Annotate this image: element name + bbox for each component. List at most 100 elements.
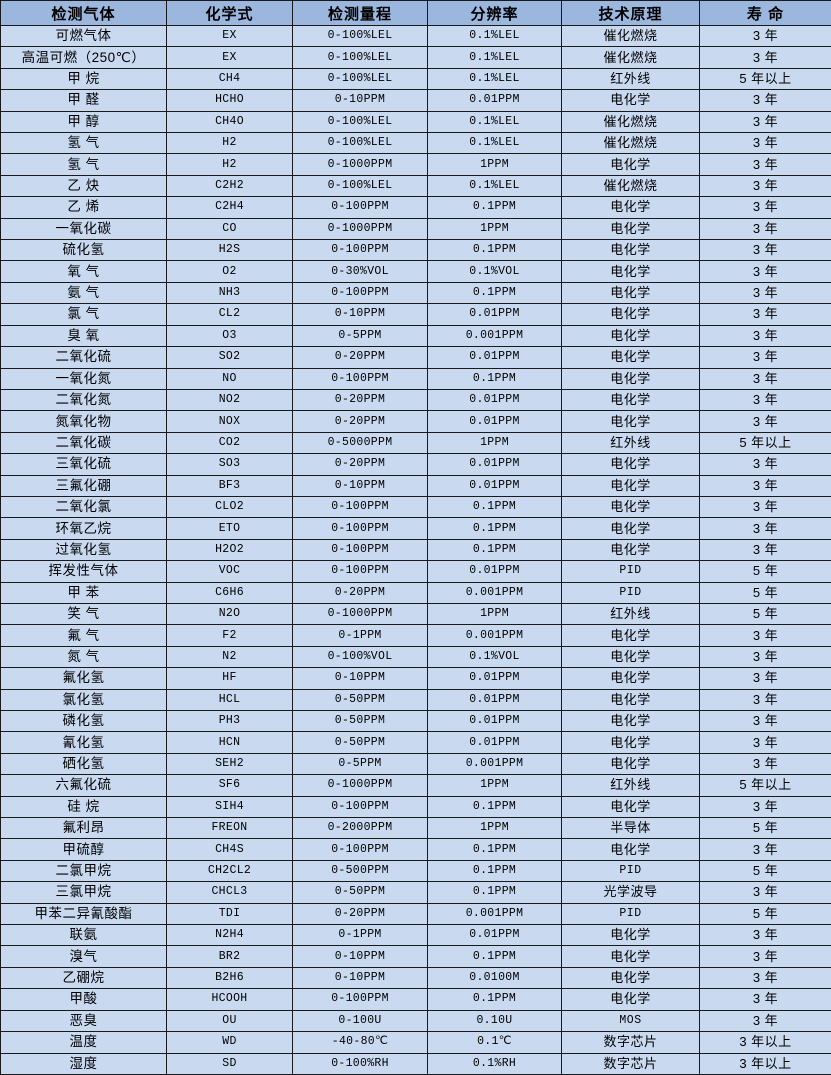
cell-resolution: 0.01PPM bbox=[427, 410, 562, 433]
cell-range: 0-100%LEL bbox=[292, 67, 428, 91]
cell-range: 0-1000PPM bbox=[292, 774, 428, 797]
cell-range: 0-100%VOL bbox=[292, 645, 428, 669]
cell-range: 0-1000PPM bbox=[292, 153, 428, 176]
cell-gas: 温度 bbox=[0, 1031, 167, 1054]
cell-tech: 电化学 bbox=[561, 281, 700, 305]
table-row: 一氧化碳 CO 0-1000PPM 1PPM 电化学 3 年 bbox=[0, 217, 831, 241]
table-row: 一氧化氮 NO 0-100PPM 0.1PPM 电化学 3 年 bbox=[0, 367, 831, 390]
cell-formula: H2 bbox=[166, 132, 293, 155]
cell-gas: 乙 炔 bbox=[0, 174, 167, 198]
cell-tech: PID bbox=[561, 560, 700, 583]
cell-life: 3 年 bbox=[699, 239, 831, 262]
table-row: 挥发性气体 VOC 0-100PPM 0.01PPM PID 5 年 bbox=[0, 560, 831, 583]
cell-range: 0-50PPM bbox=[292, 709, 428, 733]
cell-life: 3 年 bbox=[699, 89, 831, 112]
cell-gas: 甲酸 bbox=[0, 988, 167, 1011]
cell-range: 0-100%LEL bbox=[292, 132, 428, 155]
table-row: 磷化氢 PH3 0-50PPM 0.01PPM 电化学 3 年 bbox=[0, 709, 831, 733]
cell-formula: HCOOH bbox=[166, 988, 293, 1011]
column-header-resolution: 分辨率 bbox=[427, 0, 562, 26]
cell-formula: FREON bbox=[166, 817, 293, 840]
cell-gas: 三氟化硼 bbox=[0, 474, 167, 497]
cell-range: 0-100PPM bbox=[292, 988, 428, 1011]
cell-formula: NH3 bbox=[166, 281, 293, 305]
cell-life: 3 年 bbox=[699, 924, 831, 947]
cell-gas: 乙硼烷 bbox=[0, 966, 167, 990]
cell-life: 5 年 bbox=[699, 902, 831, 926]
cell-resolution: 0.01PPM bbox=[427, 688, 562, 712]
cell-tech: 电化学 bbox=[561, 795, 700, 819]
cell-resolution: 0.0100M bbox=[427, 966, 562, 990]
cell-formula: NO2 bbox=[166, 388, 293, 412]
cell-tech: 红外线 bbox=[561, 67, 700, 91]
cell-tech: 电化学 bbox=[561, 495, 700, 519]
cell-gas: 过氧化氢 bbox=[0, 538, 167, 562]
table-row: 乙 烯 C2H4 0-100PPM 0.1PPM 电化学 3 年 bbox=[0, 196, 831, 219]
cell-resolution: 0.1%LEL bbox=[427, 132, 562, 155]
cell-range: -40-80℃ bbox=[292, 1031, 428, 1054]
cell-formula: HCL bbox=[166, 688, 293, 712]
cell-formula: CH4 bbox=[166, 67, 293, 91]
cell-life: 3 年 bbox=[699, 153, 831, 176]
table-row: 温度 WD -40-80℃ 0.1℃ 数字芯片 3 年以上 bbox=[0, 1031, 831, 1054]
cell-gas: 甲 醇 bbox=[0, 110, 167, 134]
cell-tech: 电化学 bbox=[561, 217, 700, 241]
cell-life: 3 年 bbox=[699, 495, 831, 519]
cell-resolution: 0.01PPM bbox=[427, 474, 562, 497]
cell-life: 3 年 bbox=[699, 838, 831, 861]
cell-resolution: 0.001PPM bbox=[427, 752, 562, 776]
cell-gas: 氯化氢 bbox=[0, 688, 167, 712]
table-row: 二氯甲烷 CH2CL2 0-500PPM 0.1PPM PID 5 年 bbox=[0, 859, 831, 883]
cell-gas: 氨 气 bbox=[0, 281, 167, 305]
cell-gas: 环氧乙烷 bbox=[0, 517, 167, 540]
cell-tech: 电化学 bbox=[561, 89, 700, 112]
cell-range: 0-10PPM bbox=[292, 303, 428, 326]
cell-range: 0-1PPM bbox=[292, 624, 428, 647]
cell-life: 3 年 bbox=[699, 1009, 831, 1033]
cell-life: 3 年 bbox=[699, 324, 831, 348]
cell-tech: 催化燃烧 bbox=[561, 174, 700, 198]
cell-formula: CHCL3 bbox=[166, 881, 293, 904]
cell-range: 0-100%LEL bbox=[292, 110, 428, 134]
table-row: 高温可燃（250℃） EX 0-100%LEL 0.1%LEL 催化燃烧 3 年 bbox=[0, 46, 831, 69]
cell-resolution: 0.1PPM bbox=[427, 881, 562, 904]
cell-life: 3 年 bbox=[699, 346, 831, 369]
cell-life: 3 年 bbox=[699, 281, 831, 305]
cell-resolution: 0.1PPM bbox=[427, 538, 562, 562]
cell-resolution: 0.1%RH bbox=[427, 1052, 562, 1075]
cell-gas: 一氧化碳 bbox=[0, 217, 167, 241]
cell-gas: 氟化氢 bbox=[0, 667, 167, 690]
cell-resolution: 1PPM bbox=[427, 602, 562, 626]
cell-tech: 电化学 bbox=[561, 410, 700, 433]
cell-range: 0-50PPM bbox=[292, 731, 428, 754]
cell-life: 3 年 bbox=[699, 217, 831, 241]
column-header-tech: 技术原理 bbox=[561, 0, 700, 26]
cell-range: 0-20PPM bbox=[292, 902, 428, 926]
cell-resolution: 0.10U bbox=[427, 1009, 562, 1033]
cell-life: 5 年 bbox=[699, 602, 831, 626]
cell-resolution: 0.1%LEL bbox=[427, 24, 562, 48]
cell-range: 0-100PPM bbox=[292, 367, 428, 390]
cell-tech: 电化学 bbox=[561, 988, 700, 1011]
cell-tech: 红外线 bbox=[561, 774, 700, 797]
cell-resolution: 0.1PPM bbox=[427, 859, 562, 883]
cell-gas: 甲硫醇 bbox=[0, 838, 167, 861]
cell-resolution: 0.01PPM bbox=[427, 667, 562, 690]
cell-tech: 半导体 bbox=[561, 817, 700, 840]
cell-formula: HF bbox=[166, 667, 293, 690]
cell-formula: WD bbox=[166, 1031, 293, 1054]
table-row: 二氧化碳 CO2 0-5000PPM 1PPM 红外线 5 年以上 bbox=[0, 431, 831, 455]
cell-gas: 甲苯二异氰酸酯 bbox=[0, 902, 167, 926]
cell-life: 5 年以上 bbox=[699, 774, 831, 797]
header-row: 检测气体 化学式 检测量程 分辨率 技术原理 寿 命 bbox=[0, 0, 831, 26]
table-row: 氟 气 F2 0-1PPM 0.001PPM 电化学 3 年 bbox=[0, 624, 831, 647]
table-row: 二氧化氮 NO2 0-20PPM 0.01PPM 电化学 3 年 bbox=[0, 388, 831, 412]
cell-gas: 二氯甲烷 bbox=[0, 859, 167, 883]
cell-resolution: 1PPM bbox=[427, 817, 562, 840]
cell-tech: 电化学 bbox=[561, 667, 700, 690]
cell-gas: 氢 气 bbox=[0, 132, 167, 155]
cell-gas: 二氧化氯 bbox=[0, 495, 167, 519]
cell-resolution: 0.1%LEL bbox=[427, 174, 562, 198]
cell-gas: 二氧化硫 bbox=[0, 346, 167, 369]
cell-range: 0-100%RH bbox=[292, 1052, 428, 1075]
